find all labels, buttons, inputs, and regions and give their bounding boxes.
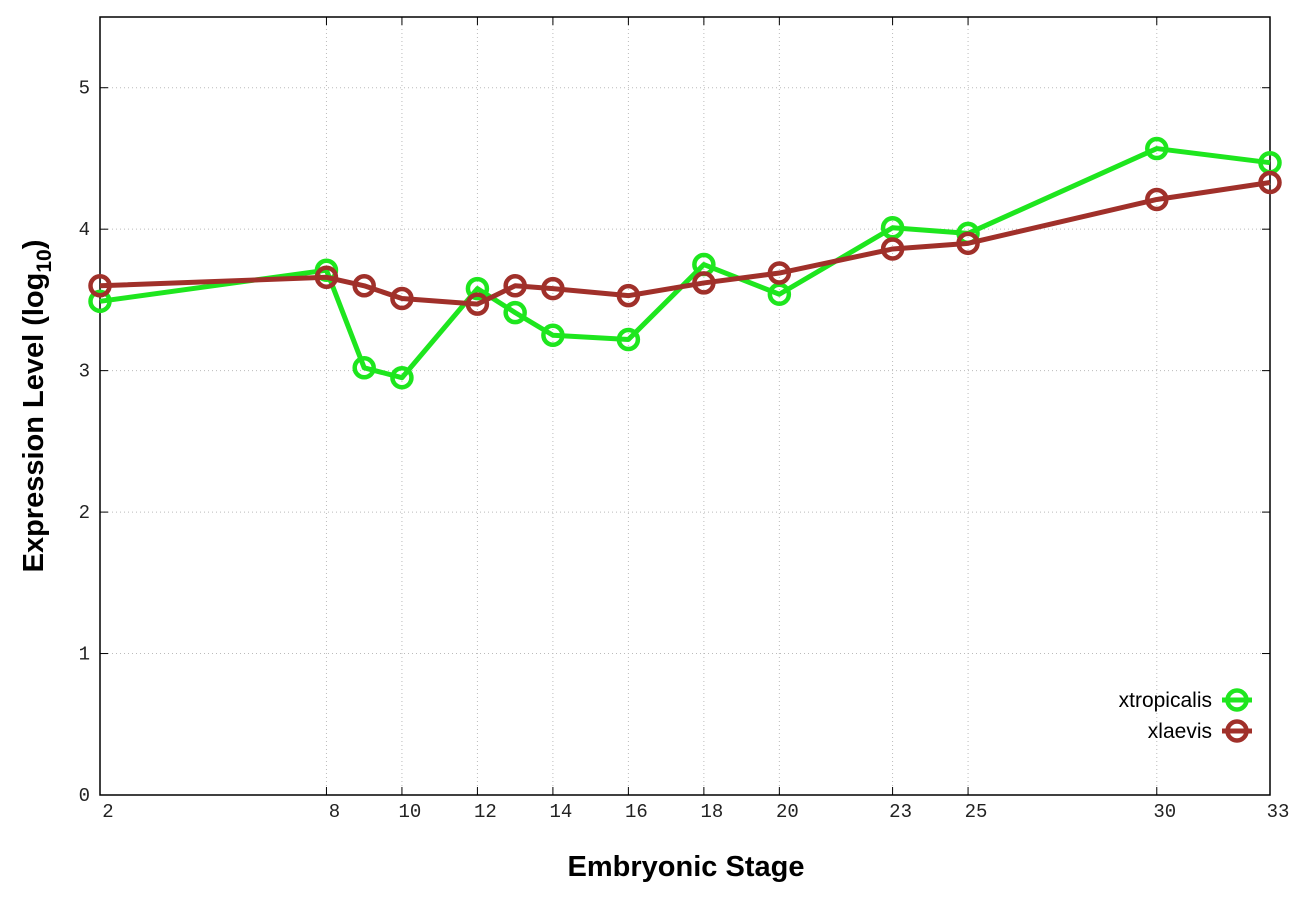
y-label-sub: 10 [33,249,56,272]
series-line [99,146,1271,381]
x-tick-label: 33 [1267,801,1290,823]
y-tick-label: 0 [79,785,90,807]
data-point [88,289,112,314]
x-tick-label: 10 [399,801,422,823]
legend-marker [1225,719,1249,743]
data-point [465,292,490,316]
data-point [465,276,490,301]
data-point [616,283,641,308]
x-tick-label: 30 [1153,801,1176,823]
y-tick-label: 1 [79,644,90,666]
data-point [352,274,376,298]
data-point [503,274,527,298]
plot-frame [99,16,1271,796]
data-point [692,271,716,295]
data-point [390,286,414,311]
x-axis-label: Embryonic Stage [568,851,805,883]
x-tick-label: 20 [776,801,799,823]
legend-label: xlaevis [1148,720,1212,743]
data-point [616,327,641,352]
x-tick-label: 25 [965,801,988,823]
data-point [390,365,414,390]
y-tick-label: 3 [79,361,90,383]
y-label-end: ) [18,240,50,250]
x-tick-label: 12 [474,801,497,823]
x-tick-label: 18 [700,801,723,823]
data-point [541,276,565,301]
y-axis-label: Expression Level (log10) [18,240,56,573]
x-tick-label: 2 [102,801,113,823]
data-point [88,274,112,298]
data-point [1258,170,1282,195]
x-tick-label: 16 [625,801,648,823]
data-point [956,231,980,256]
y-label-text: Expression Level (log [18,273,50,573]
data-point [1145,136,1169,161]
data-point [541,323,565,348]
data-point [880,237,905,261]
data-point [1145,187,1169,212]
y-tick-label: 2 [79,502,90,524]
data-point [314,265,339,290]
x-tick-label: 8 [329,801,340,823]
legend-marker [1225,688,1249,712]
x-tick-label: 23 [889,801,912,823]
y-tick-label: 5 [79,78,90,100]
data-point [352,356,376,380]
y-tick-label: 4 [79,219,90,241]
data-point [503,300,527,325]
x-tick-label: 14 [549,801,572,823]
series-line [99,180,1271,307]
data-point [767,261,792,285]
legend-label: xtropicalis [1119,689,1212,712]
